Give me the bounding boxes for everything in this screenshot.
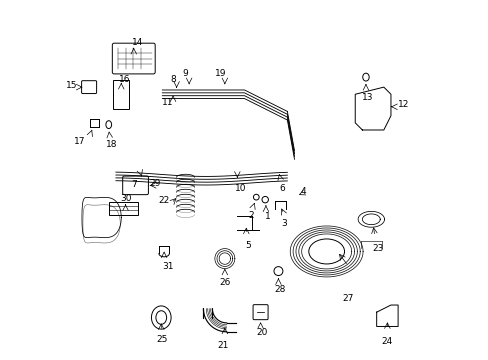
Text: 19: 19	[214, 69, 225, 78]
Text: 9: 9	[183, 69, 188, 78]
Text: 28: 28	[274, 285, 285, 294]
Text: 18: 18	[105, 140, 117, 149]
Text: 4: 4	[300, 187, 305, 196]
Text: 20: 20	[256, 328, 267, 337]
Text: 7: 7	[131, 180, 136, 189]
Text: 2: 2	[247, 211, 253, 220]
Text: 24: 24	[381, 337, 392, 346]
Text: 6: 6	[279, 184, 285, 193]
Text: 30: 30	[120, 194, 131, 203]
Text: 1: 1	[264, 212, 270, 221]
Text: 8: 8	[170, 75, 176, 84]
Text: 25: 25	[156, 336, 168, 345]
Text: 17: 17	[74, 137, 86, 146]
Text: 14: 14	[131, 38, 142, 47]
Text: 22: 22	[158, 196, 169, 205]
Text: 12: 12	[397, 100, 408, 109]
Text: 23: 23	[372, 244, 384, 253]
Text: 16: 16	[119, 75, 130, 84]
Text: 5: 5	[244, 241, 250, 250]
Text: 29: 29	[149, 179, 161, 188]
Text: 10: 10	[235, 184, 246, 193]
Text: 26: 26	[219, 278, 230, 287]
Text: 15: 15	[66, 81, 78, 90]
Text: 11: 11	[162, 98, 173, 107]
Text: 13: 13	[361, 93, 373, 102]
Text: 21: 21	[217, 341, 228, 350]
Text: 31: 31	[162, 262, 173, 271]
Text: 3: 3	[280, 219, 286, 228]
Text: 27: 27	[342, 294, 353, 303]
Bar	[109, 202, 138, 215]
Bar	[113, 80, 129, 109]
